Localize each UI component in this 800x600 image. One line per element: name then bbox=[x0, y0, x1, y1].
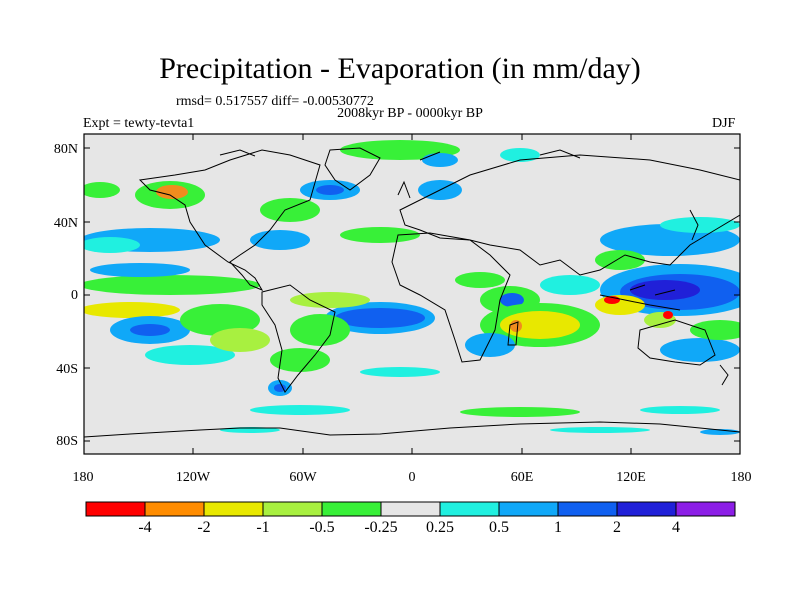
field-patch bbox=[690, 320, 740, 340]
lon-label-120w: 120W bbox=[175, 470, 211, 485]
coast-arctic-islands bbox=[219, 149, 581, 161]
field-patch bbox=[510, 320, 522, 332]
field-patch bbox=[270, 348, 330, 372]
colorbar-label: 2 bbox=[613, 519, 621, 536]
lat-label-40n: 40N bbox=[53, 216, 78, 231]
field-patch bbox=[500, 148, 540, 162]
colorbar-box bbox=[85, 501, 146, 517]
coast-africa bbox=[391, 232, 511, 363]
coast-new-zealand bbox=[719, 364, 729, 386]
field-patch bbox=[274, 384, 286, 392]
field-patch bbox=[630, 280, 700, 300]
colorbar-box bbox=[616, 501, 677, 517]
field-patch bbox=[500, 311, 580, 339]
coast-indonesia bbox=[599, 284, 681, 311]
field-patch bbox=[84, 302, 180, 318]
colorbar-label: 0.25 bbox=[426, 519, 454, 536]
colorbar bbox=[85, 501, 736, 517]
coast-japan bbox=[689, 209, 699, 241]
field-patch bbox=[130, 324, 170, 336]
colorbar-label: -0.5 bbox=[309, 519, 335, 536]
coast-antarctica bbox=[84, 421, 740, 438]
colorbar-box bbox=[498, 501, 559, 517]
colorbar-box bbox=[262, 501, 323, 517]
lat-ticks-left bbox=[84, 147, 90, 442]
field-patch bbox=[455, 272, 505, 288]
map-title: Precipitation - Evaporation (in mm/day) bbox=[159, 52, 641, 85]
field-patch bbox=[145, 345, 235, 365]
field-patch bbox=[465, 333, 515, 357]
field-patch bbox=[84, 237, 140, 253]
season-label: DJF bbox=[712, 116, 736, 131]
field-patch bbox=[660, 338, 740, 362]
coast-north-america bbox=[138, 149, 321, 292]
lon-ticks-bottom bbox=[83, 448, 741, 454]
period-subtitle: 2008kyr BP - 0000kyr BP bbox=[337, 106, 483, 121]
lon-label-60w: 60W bbox=[289, 470, 317, 485]
colorbar-label: 4 bbox=[672, 519, 680, 536]
field-patch bbox=[500, 293, 524, 307]
colorbar-box bbox=[203, 501, 264, 517]
colorbar-label: -1 bbox=[256, 519, 270, 536]
colorbar-label: 0.5 bbox=[489, 519, 509, 536]
colorbar-label: -4 bbox=[138, 519, 152, 536]
lon-label-120e: 120E bbox=[616, 470, 646, 485]
field-patch bbox=[460, 407, 580, 417]
lon-label-0: 0 bbox=[408, 470, 416, 485]
field-patch bbox=[640, 406, 720, 414]
colorbar-box bbox=[557, 501, 618, 517]
field-patch bbox=[422, 153, 458, 167]
colorbar-label: 1 bbox=[554, 519, 562, 536]
field-patch bbox=[540, 275, 600, 295]
colorbar-label: -0.25 bbox=[364, 519, 398, 536]
colorbar-box bbox=[321, 501, 382, 517]
lat-label-80s: 80S bbox=[56, 434, 78, 449]
field-patch bbox=[290, 314, 350, 346]
colorbar-box bbox=[675, 501, 736, 517]
coast-greenland bbox=[324, 147, 381, 191]
lon-label-180e: 180 bbox=[730, 470, 752, 485]
experiment-label: Expt = tewty-tevta1 bbox=[83, 116, 195, 131]
colorbar-box bbox=[144, 501, 205, 517]
field-patch bbox=[250, 405, 350, 415]
colorbar-box bbox=[380, 501, 441, 517]
lon-label-60e: 60E bbox=[510, 470, 534, 485]
coast-south-america bbox=[261, 284, 336, 393]
field-patch bbox=[335, 308, 425, 328]
field-patch bbox=[663, 311, 673, 319]
field-patch bbox=[84, 182, 120, 198]
field-patch bbox=[340, 227, 420, 243]
field-patch bbox=[550, 427, 650, 433]
lat-label-0: 0 bbox=[71, 288, 78, 303]
coast-madagascar bbox=[507, 321, 519, 346]
stats-line: rmsd= 0.517557 diff= -0.00530772 bbox=[176, 94, 374, 109]
coast-uk bbox=[397, 180, 411, 199]
colorbar-label: -2 bbox=[197, 519, 211, 536]
lat-ticks-right bbox=[734, 147, 740, 442]
lat-label-40s: 40S bbox=[56, 362, 78, 377]
colorbar-box bbox=[439, 501, 500, 517]
coast-australia bbox=[637, 319, 716, 366]
field-patch bbox=[316, 185, 344, 195]
field-patch bbox=[595, 295, 645, 315]
field-patch bbox=[156, 185, 188, 199]
coastlines bbox=[84, 147, 740, 438]
field-patch bbox=[260, 198, 320, 222]
lon-label-180w: 180 bbox=[72, 470, 94, 485]
field-patch bbox=[84, 275, 260, 295]
field-patch bbox=[360, 367, 440, 377]
field-patch bbox=[210, 328, 270, 352]
field-patch bbox=[250, 230, 310, 250]
field-patch bbox=[90, 263, 190, 277]
axis-ticks bbox=[83, 134, 741, 454]
lon-ticks-top bbox=[83, 134, 741, 140]
field-patch bbox=[660, 217, 740, 233]
field-patch bbox=[595, 250, 645, 270]
field-patch bbox=[290, 292, 370, 308]
lat-label-80n: 80N bbox=[53, 142, 78, 157]
